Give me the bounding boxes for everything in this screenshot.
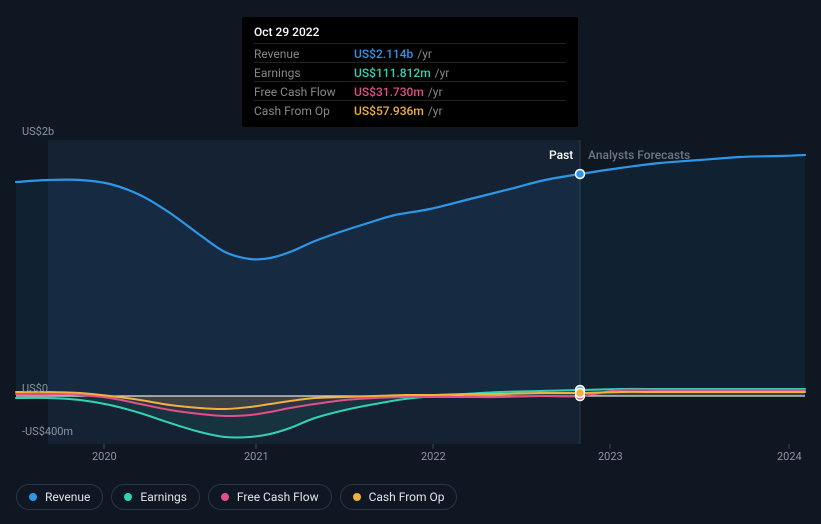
legend-item-label: Revenue [45,490,90,504]
x-tick-label: 2023 [598,450,623,463]
past-region-label: Past [549,148,573,162]
legend-item-earnings[interactable]: Earnings [111,484,200,510]
chart-legend: Revenue Earnings Free Cash Flow Cash Fro… [16,484,457,510]
tooltip-row-label: Cash From Op [254,104,354,118]
legend-dot-icon [353,493,361,501]
x-tick-label: 2024 [777,450,802,463]
forecast-region-label: Analysts Forecasts [588,148,690,162]
y-tick-label: -US$400m [22,425,73,438]
tooltip-row-unit: /yr [428,104,443,118]
tooltip-row-value: US$111.812m [354,66,431,80]
tooltip-row-value: US$2.114b [354,47,413,61]
tooltip-row-label: Earnings [254,66,354,80]
y-tick-label: US$0 [22,382,48,395]
legend-item-cfo[interactable]: Cash From Op [340,484,458,510]
legend-item-label: Free Cash Flow [237,490,319,504]
tooltip-date: Oct 29 2022 [254,25,566,39]
x-tick-label: 2022 [421,450,446,463]
tooltip-row-unit: /yr [417,47,432,61]
legend-dot-icon [29,493,37,501]
x-tick-label: 2020 [92,450,117,463]
legend-dot-icon [124,493,132,501]
x-tick-label: 2021 [244,450,269,463]
tooltip-row-unit: /yr [428,85,443,99]
financial-chart: US$2b US$0 -US$400m 2020 2021 2022 2023 … [0,0,821,524]
legend-dot-icon [221,493,229,501]
tooltip-row-label: Free Cash Flow [254,85,354,99]
chart-tooltip: Oct 29 2022 Revenue US$2.114b /yr Earnin… [242,17,578,127]
legend-item-label: Earnings [140,490,187,504]
y-tick-label: US$2b [22,125,54,138]
tooltip-row-value: US$57.936m [354,104,424,118]
tooltip-row-label: Revenue [254,47,354,61]
legend-item-revenue[interactable]: Revenue [16,484,103,510]
legend-item-label: Cash From Op [369,490,445,504]
legend-item-fcf[interactable]: Free Cash Flow [208,484,332,510]
tooltip-row-unit: /yr [435,66,450,80]
tooltip-row-value: US$31.730m [354,85,424,99]
